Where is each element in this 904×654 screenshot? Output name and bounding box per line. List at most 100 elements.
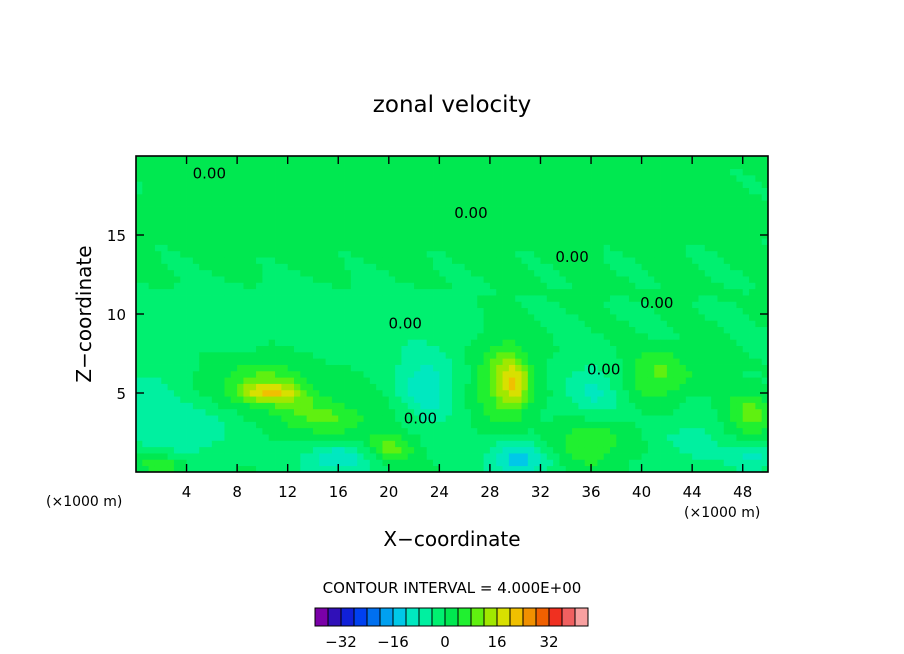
field-cell: [654, 231, 661, 239]
field-cell: [433, 332, 440, 340]
field-cell: [401, 244, 409, 252]
field-cell: [597, 415, 605, 422]
field-cell: [534, 320, 541, 328]
field-cell: [199, 269, 206, 277]
field-cell: [673, 358, 680, 365]
field-cell: [521, 446, 529, 454]
field-cell: [647, 351, 655, 359]
field-cell: [483, 187, 491, 195]
field-cell: [350, 212, 358, 220]
field-cell: [679, 269, 687, 277]
field-cell: [452, 396, 459, 403]
field-cell: [616, 408, 624, 416]
field-cell: [319, 244, 326, 252]
field-cell: [521, 238, 529, 245]
field-cell: [237, 389, 244, 397]
field-cell: [167, 332, 175, 340]
field-cell: [433, 276, 440, 283]
field-cell: [218, 212, 225, 220]
field-cell: [635, 465, 642, 472]
field-cell: [470, 332, 478, 340]
field-cell: [388, 383, 396, 391]
field-cell: [483, 396, 491, 403]
field-cell: [755, 345, 763, 353]
field-cell: [477, 396, 484, 403]
field-cell: [262, 307, 270, 315]
field-cell: [711, 358, 718, 365]
field-cell: [761, 351, 768, 359]
field-cell: [666, 453, 674, 460]
field-cell: [205, 212, 213, 220]
field-cell: [591, 276, 598, 283]
field-cell: [736, 370, 744, 378]
field-cell: [452, 200, 459, 207]
field-cell: [616, 351, 624, 359]
field-cell: [711, 250, 718, 258]
field-cell: [306, 364, 314, 372]
field-cell: [136, 263, 143, 271]
field-cell: [641, 314, 649, 321]
field-cell: [540, 358, 548, 365]
field-cell: [388, 415, 396, 422]
field-cell: [730, 301, 737, 309]
field-cell: [742, 276, 750, 283]
field-cell: [470, 301, 478, 309]
field-cell: [610, 408, 617, 416]
field-cell: [420, 358, 428, 365]
field-cell: [433, 168, 440, 176]
field-cell: [167, 174, 175, 182]
field-cell: [256, 250, 263, 258]
field-cell: [439, 459, 447, 467]
field-cell: [489, 383, 497, 391]
field-cell: [660, 181, 668, 188]
field-cell: [597, 156, 605, 163]
field-cell: [603, 345, 611, 353]
field-cell: [319, 212, 326, 220]
field-cell: [584, 212, 592, 220]
field-cell: [628, 408, 636, 416]
field-cell: [616, 244, 624, 252]
field-cell: [218, 156, 225, 163]
field-cell: [319, 465, 326, 472]
field-cell: [205, 345, 213, 353]
field-cell: [407, 295, 415, 302]
field-cell: [464, 465, 472, 472]
field-cell: [173, 459, 181, 467]
field-cell: [382, 396, 390, 403]
field-cell: [218, 206, 225, 214]
field-cell: [711, 301, 718, 309]
field-cell: [230, 402, 238, 410]
field-cell: [496, 257, 503, 264]
field-cell: [616, 415, 624, 422]
field-cell: [578, 408, 586, 416]
field-cell: [199, 415, 206, 422]
field-cell: [148, 459, 156, 467]
field-cell: [161, 434, 168, 441]
field-cell: [426, 181, 434, 188]
field-cell: [452, 301, 459, 309]
field-cell: [679, 465, 687, 472]
field-cell: [553, 453, 560, 460]
field-cell: [294, 408, 301, 416]
field-cell: [553, 345, 560, 353]
field-cell: [704, 238, 712, 245]
field-cell: [325, 358, 333, 365]
field-cell: [154, 219, 162, 226]
field-cell: [723, 459, 731, 467]
field-cell: [445, 377, 453, 384]
field-cell: [414, 370, 421, 378]
field-cell: [553, 314, 560, 321]
field-cell: [439, 332, 447, 340]
field-cell: [654, 295, 661, 302]
field-cell: [489, 301, 497, 309]
field-cell: [489, 307, 497, 315]
field-cell: [268, 282, 276, 290]
field-cell: [173, 314, 181, 321]
field-cell: [603, 383, 611, 391]
field-cell: [540, 326, 548, 334]
field-cell: [483, 193, 491, 201]
field-cell: [489, 377, 497, 384]
field-cell: [173, 326, 181, 334]
field-cell: [685, 307, 693, 315]
field-cell: [256, 427, 263, 435]
